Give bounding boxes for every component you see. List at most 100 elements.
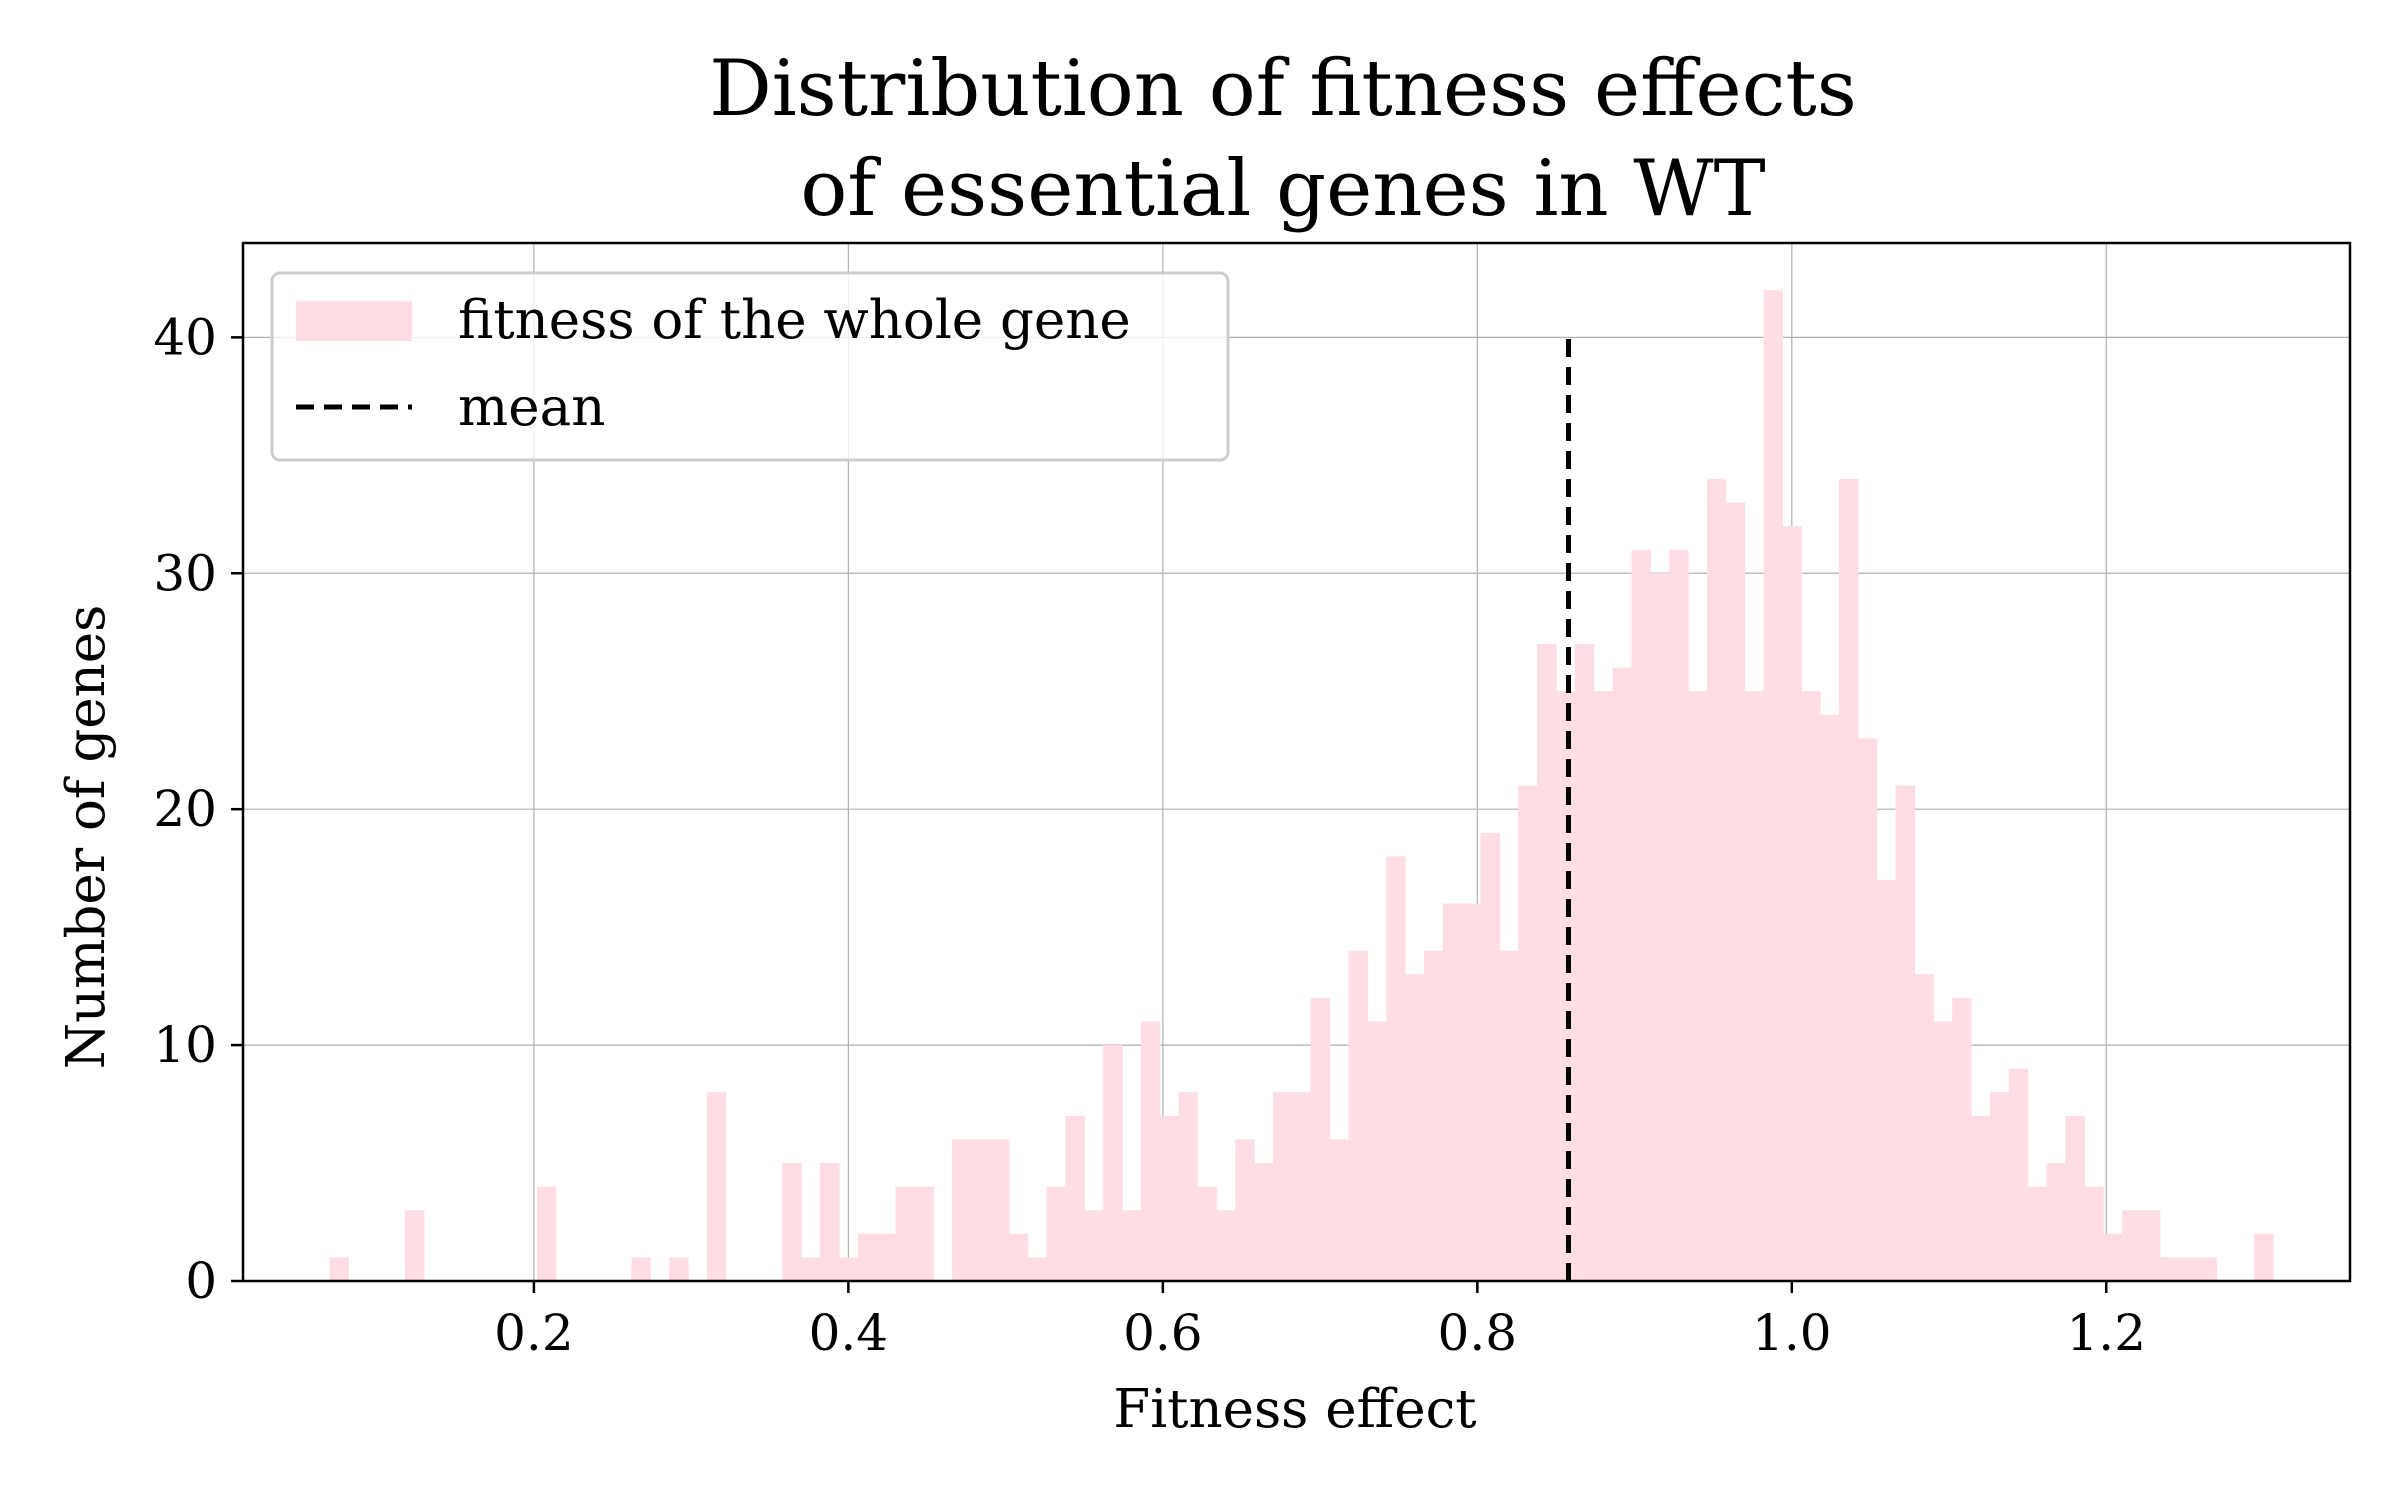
chart-title-line-1: Distribution of fitness effects [709,44,1857,134]
histogram-bar [1197,1186,1217,1281]
histogram-bar [669,1257,689,1281]
histogram-bar [1065,1115,1085,1281]
histogram-bar [2065,1115,2085,1281]
histogram-bar [1046,1186,1066,1281]
histogram-bar [706,1092,727,1281]
histogram-bar [1838,478,1859,1282]
histogram-bar [1989,1092,2010,1281]
y-axis-ticks: 0 10 20 30 40 [153,308,243,1310]
histogram-bar [1367,1021,1387,1281]
x-tick-label: 0.2 [494,1304,574,1362]
histogram-bar [1423,950,1444,1281]
histogram-bar [1254,1163,1274,1281]
histogram-bar [1763,290,1783,1281]
histogram-bar [2084,1186,2104,1281]
histogram-bar [1914,974,1934,1281]
histogram-bar [1820,714,1840,1281]
histogram-bar [1876,879,1897,1281]
chart-title-line-2: of essential genes in WT [800,144,1765,234]
histogram-bar [1706,478,1727,1282]
histogram-bar [1688,691,1708,1281]
histogram-bar [1178,1092,1199,1281]
histogram-bars [329,290,2274,1282]
x-axis-ticks: 0.2 0.4 0.6 0.8 1.0 1.2 [494,1281,2146,1362]
histogram-bar [2027,1186,2048,1281]
histogram-bar [952,1139,972,1281]
histogram-bar [1480,832,1500,1281]
histogram-bar [971,1139,991,1281]
histogram-bar [2046,1163,2066,1281]
x-tick-label: 0.6 [1123,1304,1203,1362]
histogram-bar [2122,1210,2142,1281]
histogram-bar [1857,738,1878,1281]
y-tick-label: 40 [153,308,217,366]
histogram-bar [857,1233,878,1281]
histogram-bar [2254,1233,2274,1281]
histogram-bar [1461,903,1482,1281]
histogram-bar [1121,1210,1142,1281]
histogram-bar [1159,1115,1180,1281]
plot-frame [241,241,2352,1283]
histogram-bar [801,1257,821,1281]
histogram-bar [2140,1210,2161,1281]
y-tick-label: 30 [153,544,217,602]
histogram-bar [1952,997,1972,1281]
legend-swatch-fitness [296,301,412,341]
x-axis-label: Fitness effect [1113,1379,1476,1440]
y-tick-label: 10 [153,1016,217,1074]
histogram-bar [1650,573,1670,1281]
y-tick-label: 0 [185,1252,217,1310]
histogram-bar [631,1257,651,1281]
histogram-bar [404,1210,425,1281]
histogram-bar [820,1163,840,1281]
x-tick-label: 0.4 [809,1304,889,1362]
histogram-bar [1669,549,1689,1281]
histogram-bar [895,1186,916,1281]
legend-label-fitness: fitness of the whole gene [458,290,1131,351]
histogram-bar [1310,997,1331,1281]
histogram-bar [329,1257,349,1281]
x-tick-label: 1.0 [1752,1304,1832,1362]
histogram-bar [1008,1233,1029,1281]
histogram-bar [1933,1021,1953,1281]
x-tick-label: 1.2 [2067,1304,2147,1362]
histogram-bar [1895,785,1916,1281]
histogram-bar [2103,1233,2123,1281]
histogram-bar [2178,1257,2199,1281]
histogram-bar [1744,691,1765,1281]
histogram-bar [1329,1139,1349,1281]
histogram-bar [1272,1092,1293,1281]
histogram-bar [1291,1092,1312,1281]
histogram-bar [1631,549,1651,1281]
histogram-bar [1103,1045,1123,1281]
histogram-bar [1386,856,1406,1281]
histogram-bar [1612,667,1633,1281]
histogram-bar [2159,1257,2180,1281]
y-tick-label: 20 [153,780,217,838]
histogram-bar [1593,691,1614,1281]
histogram-bar [1348,950,1368,1281]
histogram-bar [1555,691,1576,1281]
histogram-bar [1801,691,1821,1281]
histogram-bar [1404,974,1425,1281]
histogram-bar [2197,1257,2217,1281]
histogram-bar [1235,1139,1255,1281]
histogram-bar [876,1233,897,1281]
histogram-bar [1216,1210,1236,1281]
histogram-bar [838,1257,859,1281]
legend-frame [270,271,1230,462]
histogram-bar [1027,1257,1048,1281]
histogram-bar [1140,1021,1161,1281]
histogram-bar [1442,903,1463,1281]
legend: fitness of the whole gene mean [270,271,1230,462]
histogram-bar [1499,950,1519,1281]
histogram-bar [782,1163,802,1281]
legend-label-mean: mean [458,377,605,438]
histogram-bar [1537,644,1557,1281]
histogram-bar [1782,526,1802,1281]
y-axis-label: Number of genes [56,605,117,1070]
histogram-bar [1518,785,1538,1281]
histogram-bar [1574,644,1595,1281]
histogram-bar [989,1139,1010,1281]
